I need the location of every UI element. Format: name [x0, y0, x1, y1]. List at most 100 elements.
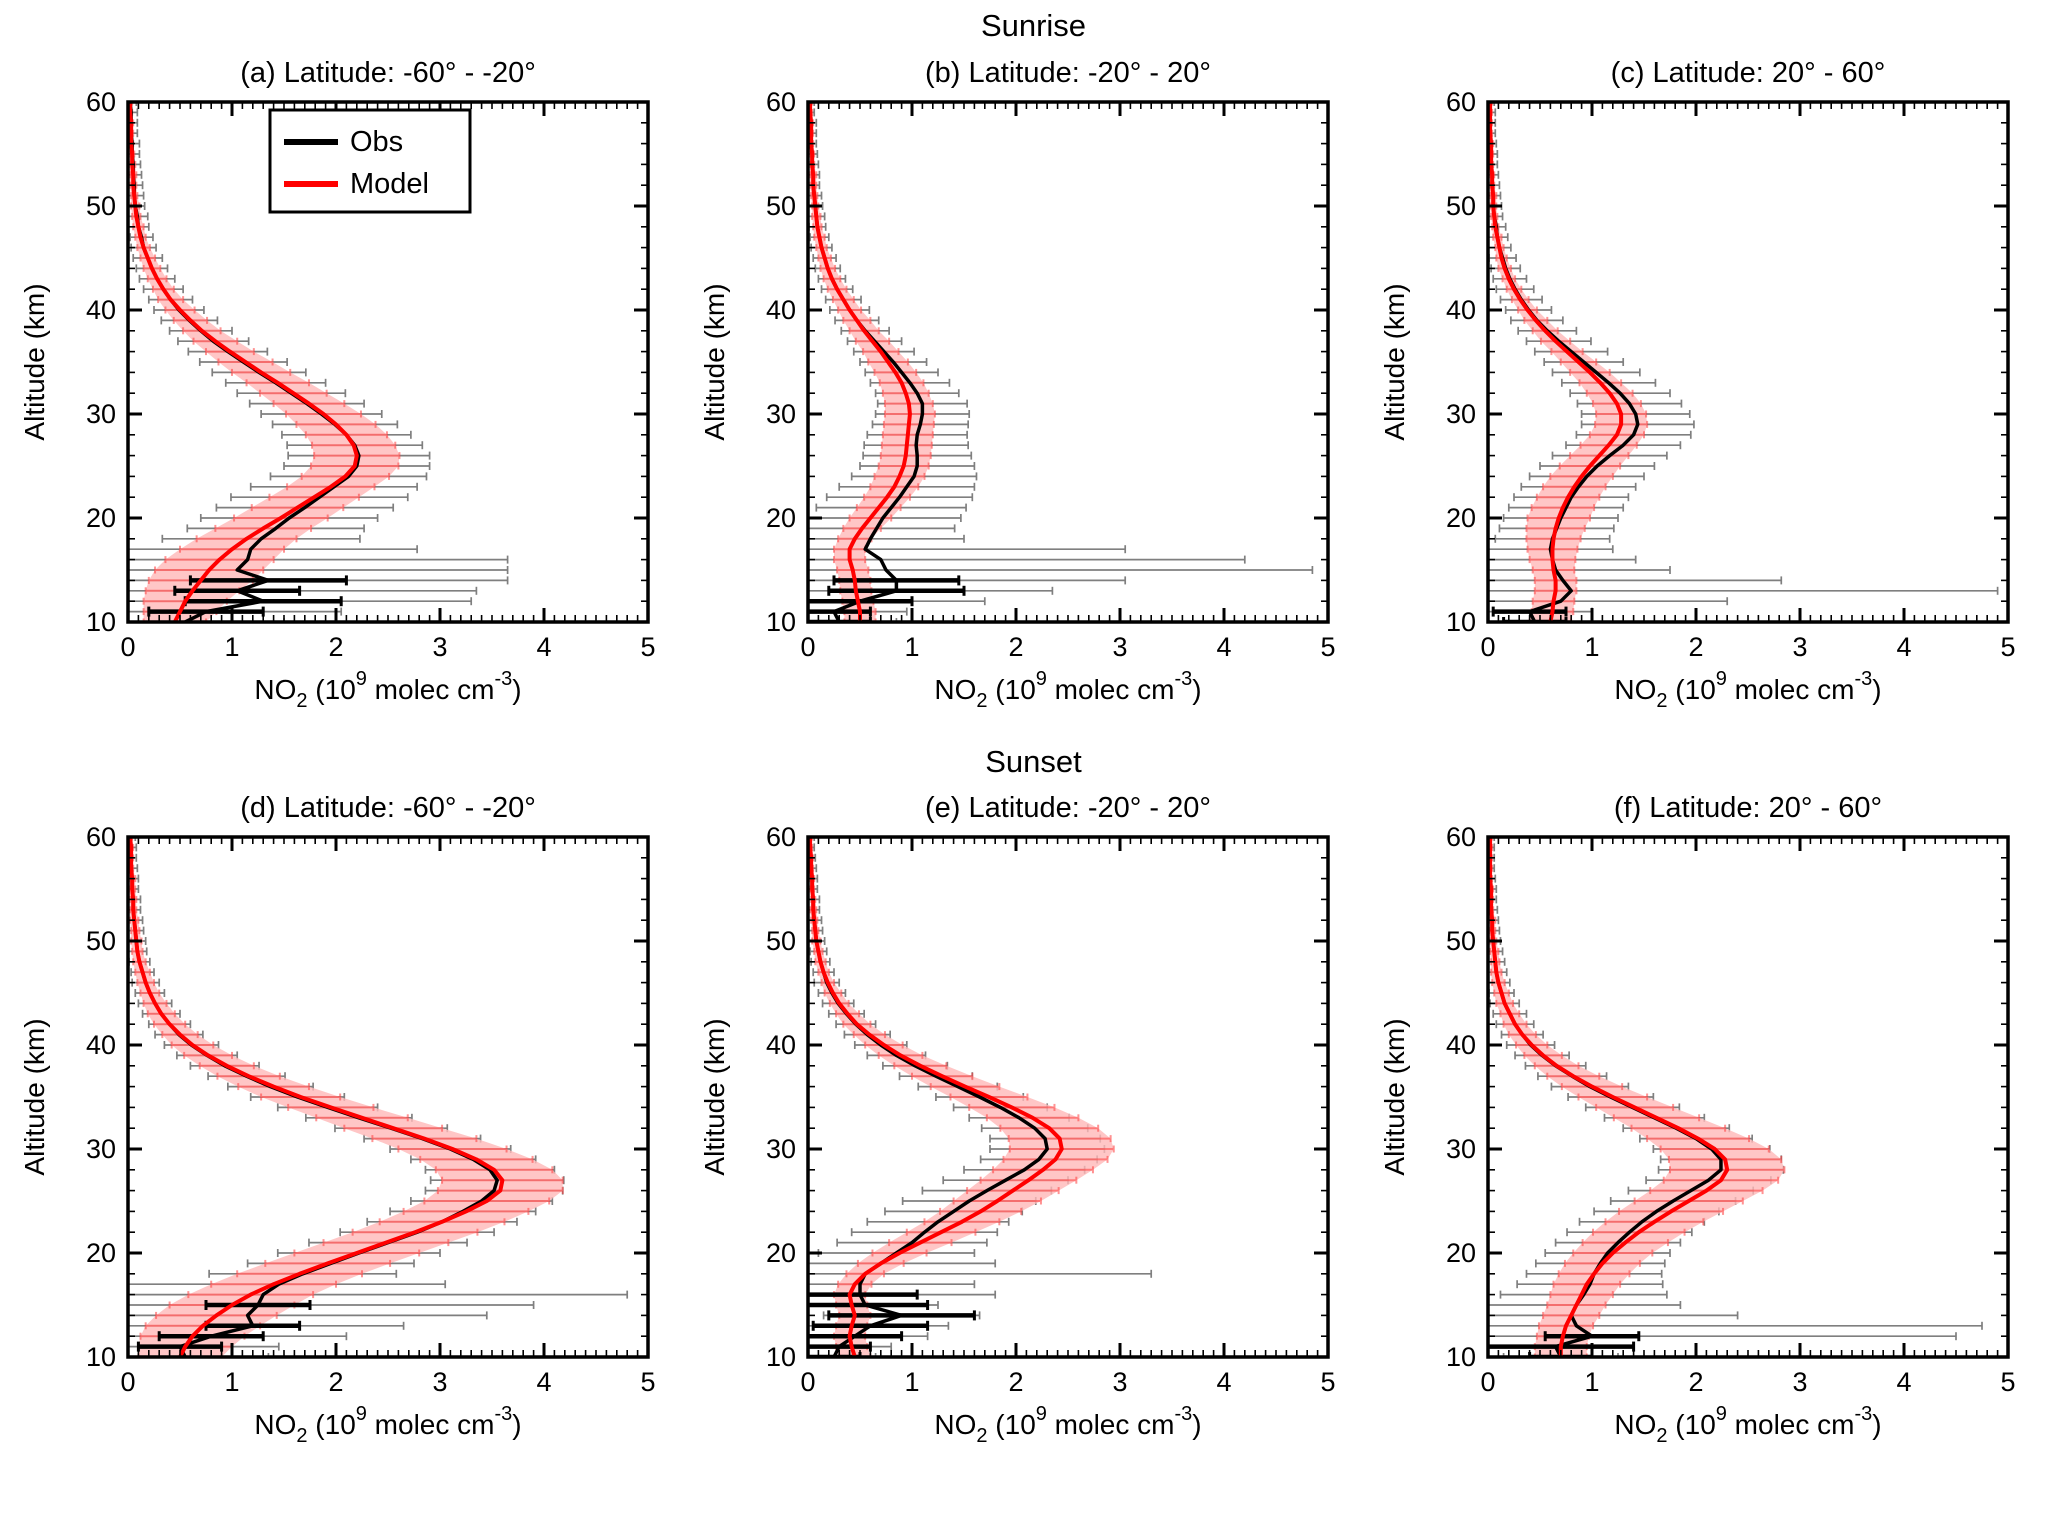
y-axis-label: Altitude (km)	[19, 1019, 50, 1176]
y-tick-label: 60	[765, 822, 795, 852]
y-tick-label: 10	[1445, 607, 1475, 637]
x-tick-label: 2	[328, 632, 343, 662]
x-tick-label: 1	[904, 1367, 919, 1397]
y-tick-label: 50	[765, 926, 795, 956]
x-axis-label: NO2 (109 molec cm-3)	[934, 1403, 1201, 1447]
legend: Obs Model	[268, 108, 471, 214]
row-title-sunrise: Sunrise	[980, 8, 1087, 43]
x-tick-label: 0	[1480, 632, 1495, 662]
plot-frame	[805, 835, 1330, 1360]
model-uncertainty-band	[127, 837, 563, 1358]
x-tick-label: 5	[640, 632, 655, 662]
x-axis-label: NO2 (109 molec cm-3)	[254, 668, 521, 712]
chart-panel-d: (d) Latitude: -60° - -20° 0 1 2 3 4 5 10 20 30 40 5…	[19, 792, 656, 1447]
panel-title: (f) Latitude: 20° - 60°	[1613, 792, 1881, 824]
panel-title: (b) Latitude: -20° - 20°	[925, 57, 1211, 89]
chart-panel-c: (c) Latitude: 20° - 60° 0 1 2 3 4 5 10 20 30 40 50 6…	[1379, 57, 2016, 712]
y-tick-label: 40	[1445, 295, 1475, 325]
x-tick-label: 2	[328, 1367, 343, 1397]
y-tick-label: 30	[765, 399, 795, 429]
x-axis-label: NO2 (109 molec cm-3)	[1614, 1403, 1881, 1447]
y-tick-label: 50	[85, 191, 115, 221]
x-tick-label: 3	[432, 632, 447, 662]
x-axis-label: NO2 (109 molec cm-3)	[1614, 668, 1881, 712]
x-tick-label: 4	[1896, 632, 1911, 662]
x-tick-label: 3	[1112, 632, 1127, 662]
chart-panel-f: (f) Latitude: 20° - 60° 0 1 2 3 4 5 10 20 30 40 50 6…	[1379, 792, 2016, 1447]
axis-ticks	[126, 835, 649, 1359]
y-tick-label: 40	[85, 295, 115, 325]
figure: Sunrise (a) Latitude: -60° - -20° 0 1 2 3 4 5 1…	[19, 8, 2016, 1447]
y-tick-label: 20	[765, 1238, 795, 1268]
y-tick-label: 10	[765, 607, 795, 637]
x-axis-label: NO2 (109 molec cm-3)	[254, 1403, 521, 1447]
x-tick-label: 2	[1008, 632, 1023, 662]
y-tick-label: 60	[85, 822, 115, 852]
x-tick-label: 1	[1584, 632, 1599, 662]
panel-title: (e) Latitude: -20° - 20°	[925, 792, 1211, 824]
y-tick-label: 40	[765, 295, 795, 325]
y-tick-label: 40	[85, 1030, 115, 1060]
model-error-bars	[1487, 836, 1785, 1359]
chart-panel-e: (e) Latitude: -20° - 20° 0 1 2 3 4 5 10 20 30 40 50…	[699, 792, 1336, 1447]
model-error-bars	[127, 836, 564, 1359]
y-tick-label: 10	[1445, 1342, 1475, 1372]
axis-ticks	[806, 835, 1329, 1359]
y-tick-label: 50	[1445, 926, 1475, 956]
x-tick-label: 4	[1896, 1367, 1911, 1397]
x-axis-label: NO2 (109 molec cm-3)	[934, 668, 1201, 712]
x-tick-label: 3	[1112, 1367, 1127, 1397]
x-tick-label: 5	[640, 1367, 655, 1397]
legend-box	[268, 108, 471, 214]
y-tick-label: 20	[85, 503, 115, 533]
panel-title: (a) Latitude: -60° - -20°	[240, 57, 536, 89]
y-tick-label: 40	[765, 1030, 795, 1060]
y-axis-label: Altitude (km)	[699, 1019, 730, 1176]
y-tick-label: 40	[1445, 1030, 1475, 1060]
y-tick-label: 30	[85, 1134, 115, 1164]
model-line	[127, 101, 359, 623]
axis-ticks	[1486, 100, 2009, 624]
x-tick-label: 3	[432, 1367, 447, 1397]
y-tick-label: 60	[765, 87, 795, 117]
x-tick-label: 4	[1216, 632, 1231, 662]
y-tick-label: 30	[1445, 399, 1475, 429]
x-tick-label: 3	[1792, 632, 1807, 662]
legend-model-label: Model	[350, 168, 429, 200]
model-line	[807, 101, 912, 622]
x-tick-label: 1	[1584, 1367, 1599, 1397]
x-tick-label: 0	[1480, 1367, 1495, 1397]
x-tick-label: 0	[800, 632, 815, 662]
x-tick-label: 5	[1320, 1367, 1335, 1397]
x-tick-label: 1	[224, 632, 239, 662]
y-axis-label: Altitude (km)	[699, 283, 730, 440]
x-tick-label: 4	[536, 1367, 551, 1397]
y-tick-label: 20	[1445, 503, 1475, 533]
y-axis-label: Altitude (km)	[19, 283, 50, 440]
model-line	[807, 837, 1064, 1358]
x-tick-label: 2	[1008, 1367, 1023, 1397]
y-tick-label: 30	[1445, 1134, 1475, 1164]
y-axis-label: Altitude (km)	[1379, 1019, 1410, 1176]
axis-ticks	[1486, 835, 2009, 1359]
y-tick-label: 60	[85, 87, 115, 117]
model-line	[127, 837, 504, 1359]
model-line	[1487, 101, 1623, 623]
y-tick-label: 10	[85, 1342, 115, 1372]
y-tick-label: 10	[85, 607, 115, 637]
chart-panel-a: (a) Latitude: -60° - -20° 0 1 2 3 4 5 10 20 30 40 5…	[19, 57, 656, 712]
axis-ticks	[806, 100, 1329, 624]
plot-frame	[125, 835, 650, 1360]
obs-error-bars	[127, 836, 628, 1359]
x-tick-label: 5	[1320, 632, 1335, 662]
y-tick-label: 30	[765, 1134, 795, 1164]
x-tick-label: 2	[1688, 632, 1703, 662]
panel-title: (c) Latitude: 20° - 60°	[1610, 57, 1885, 89]
y-tick-label: 20	[765, 503, 795, 533]
row-title-sunset: Sunset	[985, 743, 1082, 779]
x-tick-label: 0	[120, 1367, 135, 1397]
panel-title: (d) Latitude: -60° - -20°	[240, 792, 536, 824]
x-tick-label: 2	[1688, 1367, 1703, 1397]
y-tick-label: 60	[1445, 87, 1475, 117]
model-line	[1487, 837, 1729, 1358]
